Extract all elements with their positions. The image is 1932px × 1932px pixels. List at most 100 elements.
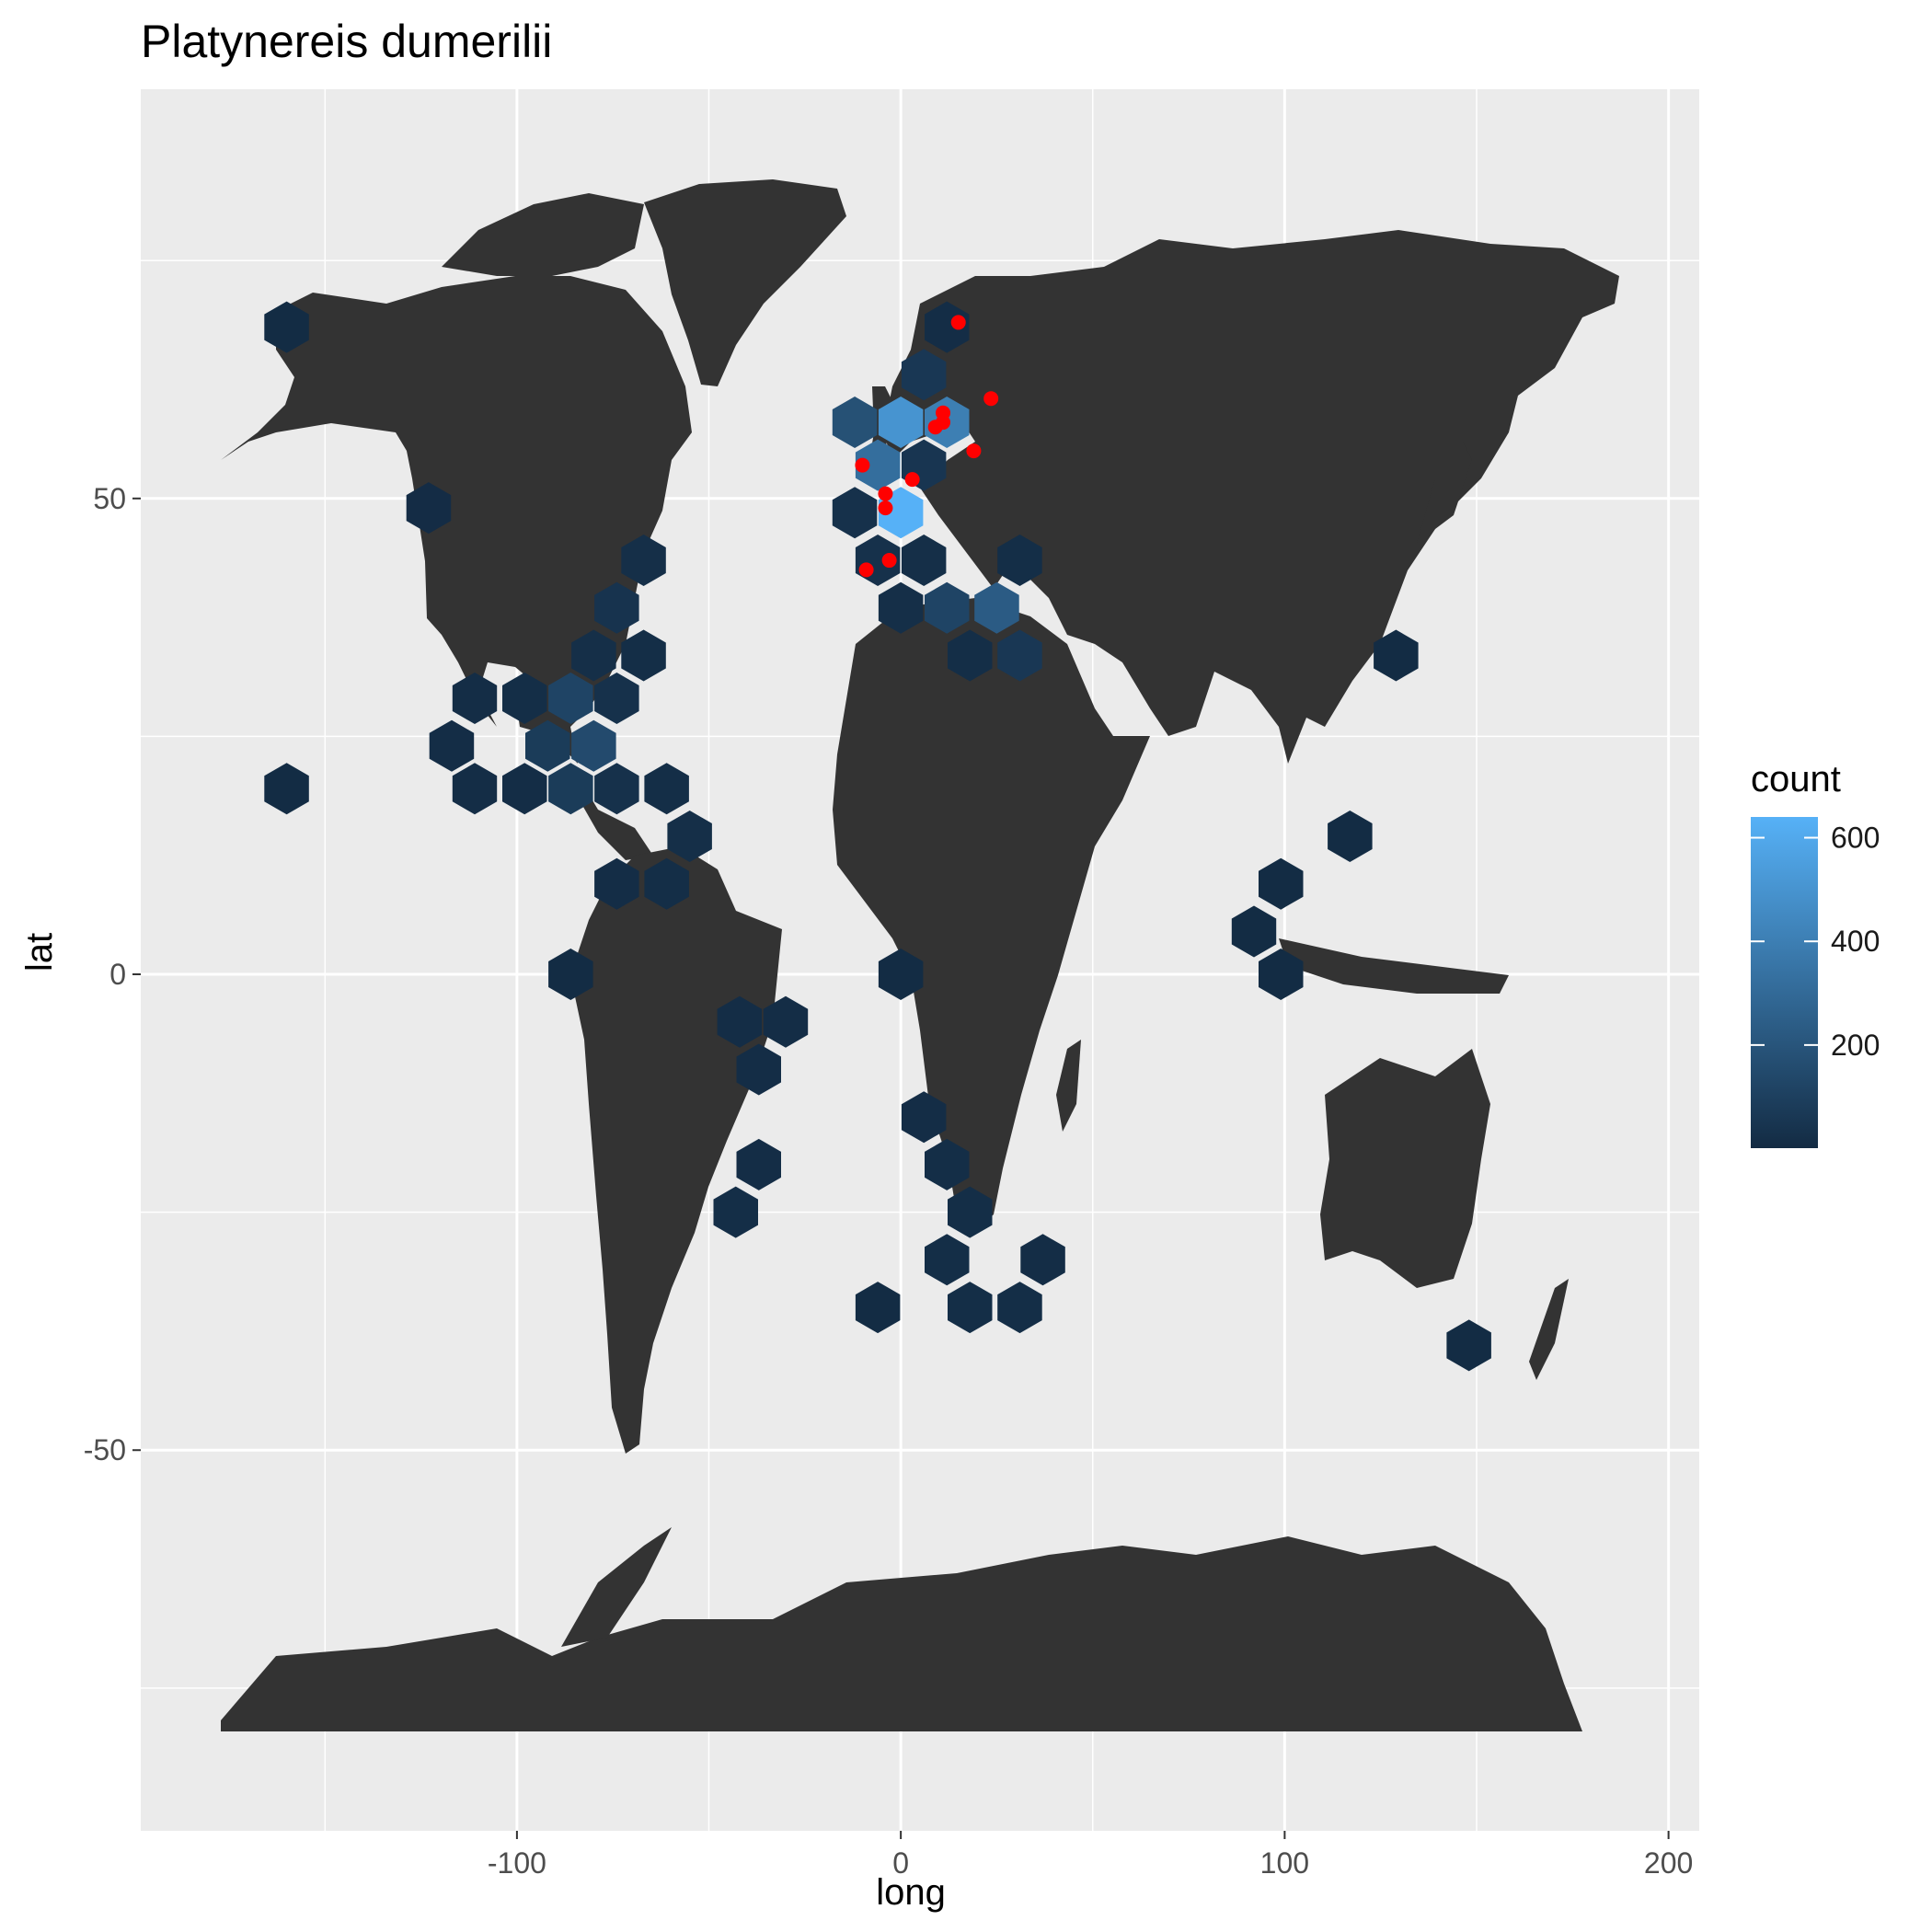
hexbin xyxy=(594,673,639,724)
hexbin xyxy=(594,763,639,815)
legend-tick-label: 200 xyxy=(1831,1029,1880,1062)
land-eurasia xyxy=(883,230,1619,764)
x-tick-label: 200 xyxy=(1644,1846,1693,1880)
chart-title: Platynereis dumerilii xyxy=(141,16,552,67)
hexbin xyxy=(621,535,666,586)
hexbin xyxy=(1446,1319,1491,1372)
land-madagascar xyxy=(1056,1040,1081,1132)
hexbin xyxy=(594,581,639,634)
legend-title: count xyxy=(1751,759,1841,799)
hexbin xyxy=(452,763,498,815)
y-axis: -50 0 50 xyxy=(84,482,141,1466)
occurrence-point xyxy=(881,553,897,569)
hexbin xyxy=(1328,811,1373,862)
land-new-zealand xyxy=(1529,1279,1569,1380)
hexbin xyxy=(948,1282,993,1334)
y-axis-title: lat xyxy=(19,933,60,972)
hexbin xyxy=(1259,949,1304,1000)
occurrence-point xyxy=(858,562,874,578)
hexbin xyxy=(925,581,970,634)
hexbin xyxy=(736,1043,781,1096)
hexbin xyxy=(594,857,639,910)
hexbin xyxy=(997,535,1042,586)
land-antarctica xyxy=(221,1536,1582,1731)
land-australia xyxy=(1320,1049,1490,1288)
hexbin xyxy=(878,581,924,634)
hexbin xyxy=(948,1186,993,1238)
points-layer xyxy=(855,315,999,578)
y-tick-label: 0 xyxy=(109,958,126,991)
hexbin xyxy=(878,487,924,539)
hexbin xyxy=(406,482,452,535)
occurrence-point xyxy=(878,486,893,501)
land-japan xyxy=(1417,442,1472,543)
x-axis-title: long xyxy=(876,1872,946,1913)
hexbin xyxy=(736,1138,781,1190)
hexbin xyxy=(548,673,593,724)
hexbin xyxy=(264,763,309,815)
hexbin xyxy=(548,763,593,815)
land-central-america xyxy=(570,764,653,860)
legend-tick-label: 400 xyxy=(1831,925,1880,958)
land-south-america xyxy=(570,846,782,1454)
hexbin xyxy=(1259,857,1304,910)
x-tick-label: -100 xyxy=(488,1846,546,1880)
legend-colorbar xyxy=(1751,817,1818,1148)
x-tick-label: 0 xyxy=(892,1846,909,1880)
land-africa xyxy=(833,598,1150,1233)
hexbin xyxy=(502,763,547,815)
hexbin xyxy=(925,1234,970,1286)
land-arctic-islands xyxy=(442,193,644,276)
occurrence-point xyxy=(950,315,966,330)
occurrence-point xyxy=(855,457,870,473)
hexbin xyxy=(974,581,1019,634)
legend-tick-label: 600 xyxy=(1831,822,1880,855)
occurrence-point xyxy=(983,391,999,407)
hexbin xyxy=(901,535,947,586)
hexbin xyxy=(452,673,498,724)
y-tick-label: -50 xyxy=(84,1433,126,1466)
hexbin xyxy=(855,439,901,491)
hexbin xyxy=(667,811,712,862)
hexbin xyxy=(1020,1234,1065,1286)
hexbin xyxy=(264,301,309,353)
hexbin xyxy=(571,629,616,682)
land-southeast-asia-islands xyxy=(1279,938,1509,994)
y-tick-label: 50 xyxy=(93,482,126,515)
hexbin xyxy=(525,719,570,772)
world-land-map xyxy=(221,179,1619,1731)
hexbin xyxy=(1374,629,1419,682)
legend-ticks: 200 400 600 xyxy=(1751,822,1880,1062)
land-antarctic-peninsula xyxy=(561,1527,672,1647)
hexbin xyxy=(429,719,475,772)
land-greenland xyxy=(644,179,846,386)
hexbin xyxy=(717,995,763,1048)
hexbin xyxy=(878,397,924,448)
occurrence-point xyxy=(966,443,982,459)
legend: count 200 400 600 xyxy=(1751,759,1880,1148)
hexbin-layer xyxy=(264,301,1491,1372)
hexbin xyxy=(925,1138,970,1190)
hexbin xyxy=(997,629,1042,682)
hexbin xyxy=(925,301,970,353)
hexbin xyxy=(571,719,616,772)
x-axis: -100 0 100 200 xyxy=(488,1831,1693,1880)
x-tick-label: 100 xyxy=(1260,1846,1309,1880)
hexbin xyxy=(901,349,947,401)
hexbin xyxy=(878,949,924,1000)
hexbin xyxy=(948,629,993,682)
hexbin xyxy=(901,1091,947,1144)
hexbin xyxy=(855,1282,901,1334)
hexbin xyxy=(832,487,878,539)
hexbin xyxy=(713,1186,758,1238)
hexbin xyxy=(548,949,593,1000)
hexbin xyxy=(1231,905,1277,958)
occurrence-point xyxy=(878,500,893,516)
hexbin xyxy=(502,673,547,724)
hexbin xyxy=(997,1282,1042,1334)
hexbin xyxy=(621,629,666,682)
hexbin xyxy=(763,995,809,1048)
hexbin xyxy=(832,397,878,448)
occurrence-point xyxy=(927,420,943,435)
